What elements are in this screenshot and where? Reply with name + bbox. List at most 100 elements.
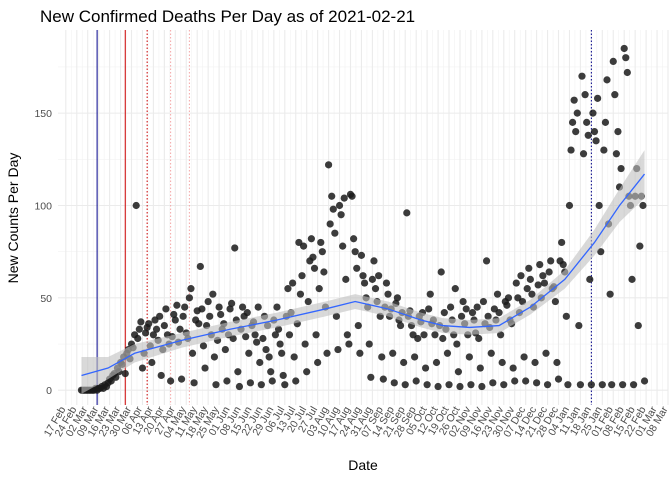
point <box>612 150 620 158</box>
point <box>281 381 289 389</box>
point <box>606 290 614 298</box>
point <box>223 377 231 385</box>
point <box>592 137 600 145</box>
point <box>137 318 145 326</box>
grid <box>58 30 669 405</box>
point <box>173 301 181 309</box>
point <box>350 235 358 243</box>
point <box>312 331 320 339</box>
point <box>511 377 519 385</box>
point <box>145 320 153 328</box>
confidence-band <box>81 150 645 394</box>
point <box>478 382 486 391</box>
point <box>543 381 552 389</box>
y-tick-label: 0 <box>46 385 52 397</box>
point <box>271 331 280 339</box>
point <box>135 325 143 333</box>
point <box>257 381 265 389</box>
point <box>384 290 392 298</box>
point <box>573 109 581 117</box>
point <box>328 192 336 200</box>
point <box>231 244 239 252</box>
point <box>359 272 367 280</box>
point <box>273 303 281 311</box>
point <box>170 310 178 319</box>
point <box>636 242 644 250</box>
point <box>639 201 647 210</box>
point <box>228 299 236 307</box>
point <box>296 290 305 298</box>
point <box>517 272 525 280</box>
point <box>267 368 275 376</box>
point <box>314 358 322 367</box>
point <box>234 368 242 376</box>
point <box>568 118 577 126</box>
point <box>500 381 508 389</box>
point <box>265 353 273 361</box>
point <box>446 303 455 311</box>
point <box>440 309 448 317</box>
point <box>121 369 129 378</box>
point <box>595 201 603 210</box>
point <box>276 340 284 348</box>
y-tick-label: 150 <box>34 108 52 120</box>
point <box>307 235 315 243</box>
point <box>157 371 165 380</box>
point <box>564 381 572 389</box>
point <box>581 91 589 99</box>
point <box>493 290 502 298</box>
point <box>365 340 373 348</box>
point <box>554 375 563 383</box>
y-tick-label: 100 <box>34 200 52 212</box>
point <box>256 358 264 367</box>
point <box>188 349 197 357</box>
point <box>390 379 398 387</box>
point <box>565 201 574 210</box>
point <box>454 368 463 376</box>
point <box>190 379 198 387</box>
point <box>242 333 250 341</box>
point <box>181 303 189 311</box>
point <box>354 321 362 330</box>
point <box>162 305 170 313</box>
point <box>562 312 570 320</box>
point <box>318 248 326 256</box>
point <box>553 358 561 367</box>
point <box>217 310 225 319</box>
point <box>608 381 616 389</box>
point <box>353 264 361 272</box>
point <box>375 272 383 280</box>
point <box>601 118 610 126</box>
point <box>590 128 599 136</box>
point <box>570 96 578 104</box>
point <box>523 285 531 293</box>
point <box>221 345 229 354</box>
point <box>434 382 442 391</box>
point <box>212 381 220 389</box>
point <box>254 303 262 311</box>
point <box>540 279 549 287</box>
point <box>567 146 575 154</box>
point <box>368 275 376 283</box>
y-tick-label: 50 <box>40 293 52 305</box>
point <box>199 342 208 350</box>
point <box>195 320 203 328</box>
point <box>547 257 555 265</box>
point <box>520 353 528 361</box>
point <box>487 349 495 357</box>
point <box>462 305 470 313</box>
point <box>335 201 344 210</box>
point <box>370 257 378 265</box>
point <box>324 161 333 169</box>
point <box>253 338 261 346</box>
point <box>445 381 453 389</box>
point <box>432 358 441 367</box>
point <box>459 297 467 306</box>
point <box>176 325 184 333</box>
point <box>229 334 237 343</box>
point <box>141 329 150 337</box>
point <box>284 285 292 293</box>
point <box>629 381 638 389</box>
point <box>243 309 251 317</box>
